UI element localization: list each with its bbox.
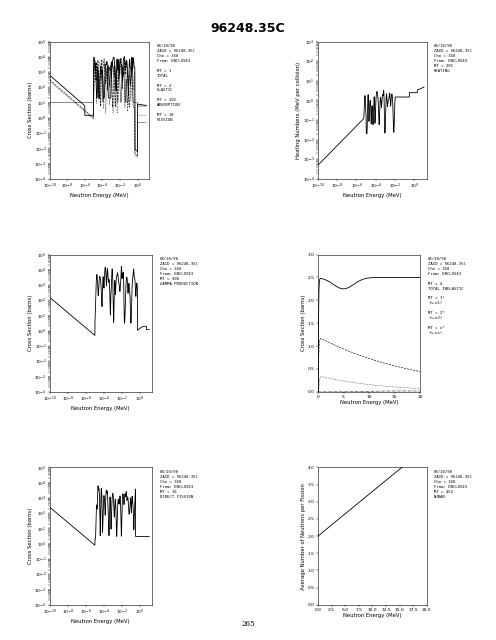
X-axis label: Neutron Energy (MeV): Neutron Energy (MeV): [340, 401, 398, 406]
Y-axis label: Cross Section (barns): Cross Section (barns): [302, 295, 307, 351]
X-axis label: Neutron Energy (MeV): Neutron Energy (MeV): [343, 613, 402, 618]
Text: 08/10/98
ZAID = 96248.35C
Chn = 368
From: ENCLOSE3
MT = 301
HEATING: 08/10/98 ZAID = 96248.35C Chn = 368 From…: [434, 44, 472, 73]
Y-axis label: Heating Numbers (MeV per collision): Heating Numbers (MeV per collision): [297, 61, 302, 159]
Text: 96248.35C: 96248.35C: [211, 22, 285, 35]
X-axis label: Neutron Energy (MeV): Neutron Energy (MeV): [71, 619, 130, 624]
Y-axis label: Cross Section (barns): Cross Section (barns): [28, 295, 33, 351]
Text: 08/10/98
ZAID = 96248.35C
Chn = 368
From: ENCLOSE3

MT = 1
TOTAL

MT = 2
ELASTIC: 08/10/98 ZAID = 96248.35C Chn = 368 From…: [157, 44, 194, 122]
Y-axis label: Cross Section (barns): Cross Section (barns): [28, 508, 33, 564]
Text: 08/10/98
ZAID = 96248.35C
Chn = 368
From: ENCLOSE3
MT = 18
DIRECT FISSION: 08/10/98 ZAID = 96248.35C Chn = 368 From…: [160, 470, 197, 499]
Text: 08/10/98
ZAID = 96248.35C
Chn = 368
From: ENCLOSE3

MT = 4
TOTAL INELASTIC

MT =: 08/10/98 ZAID = 96248.35C Chn = 368 From…: [428, 257, 466, 335]
X-axis label: Neutron Energy (MeV): Neutron Energy (MeV): [70, 193, 128, 198]
Text: 08/10/98
ZAID = 96248.35C
Chn = 368
From: ENCLOSE3
MT = 308
GAMMA PRODUCTION: 08/10/98 ZAID = 96248.35C Chn = 368 From…: [160, 257, 197, 286]
Text: 08/10/98
ZAID = 96248.35C
Chn = 368
From: ENCLOSE3
MT = 452
NUBAR: 08/10/98 ZAID = 96248.35C Chn = 368 From…: [434, 470, 472, 499]
Y-axis label: Cross Section (barns): Cross Section (barns): [28, 82, 33, 138]
Text: 265: 265: [241, 621, 255, 628]
X-axis label: Neutron Energy (MeV): Neutron Energy (MeV): [343, 193, 402, 198]
X-axis label: Neutron Energy (MeV): Neutron Energy (MeV): [71, 406, 130, 411]
Y-axis label: Average Number of Neutrons per Fission: Average Number of Neutrons per Fission: [302, 483, 307, 589]
